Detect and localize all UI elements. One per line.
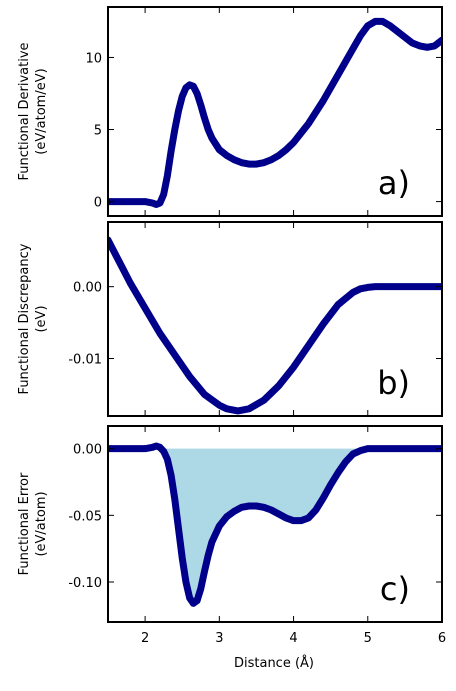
- x-tick-label: 2: [141, 631, 149, 646]
- series-line: [108, 17, 442, 208]
- panel-2: 0.00 -0.01 Functional Discrepancy (eV) b): [17, 221, 443, 417]
- error-fill-area: [108, 448, 442, 604]
- axes-frame: [107, 6, 443, 217]
- y-axis-label: Functional Discrepancy (eV): [17, 243, 49, 394]
- panel-label: c): [380, 570, 410, 608]
- x-tick-label: 3: [215, 631, 223, 646]
- x-tick-label: 6: [438, 631, 446, 646]
- series-line: [108, 236, 442, 415]
- panel-3: 2 3 4 5 6 0.00 -0.05 -0.10 Functional Error (eV/a…: [17, 425, 446, 646]
- y-axis-label: Functional Derivative (eV/atom/eV): [17, 42, 49, 180]
- axes-frame: [107, 425, 443, 623]
- y-tick-label: 0: [94, 196, 102, 211]
- y-tick-label: 0.00: [73, 443, 102, 458]
- y-tick-label: 0.00: [73, 281, 102, 296]
- panel-label: b): [377, 364, 410, 402]
- axes-frame: [107, 221, 443, 417]
- y-tick-label: -0.05: [68, 509, 102, 524]
- series-line: [108, 442, 442, 607]
- y-tick-label: 5: [94, 124, 102, 139]
- x-tick-label: 4: [289, 631, 297, 646]
- y-axis-label: Functional Error (eV/atom): [17, 472, 49, 575]
- x-tick-label: 5: [364, 631, 372, 646]
- panel-1: 0 5 10 Functional Derivative (eV/atom/eV) a): [17, 6, 443, 217]
- y-tick-label: 10: [85, 51, 102, 66]
- x-axis-label: Distance (Å): [234, 655, 314, 671]
- y-tick-label: -0.01: [68, 353, 102, 368]
- y-tick-label: -0.10: [68, 576, 102, 591]
- panel-label: a): [378, 164, 410, 202]
